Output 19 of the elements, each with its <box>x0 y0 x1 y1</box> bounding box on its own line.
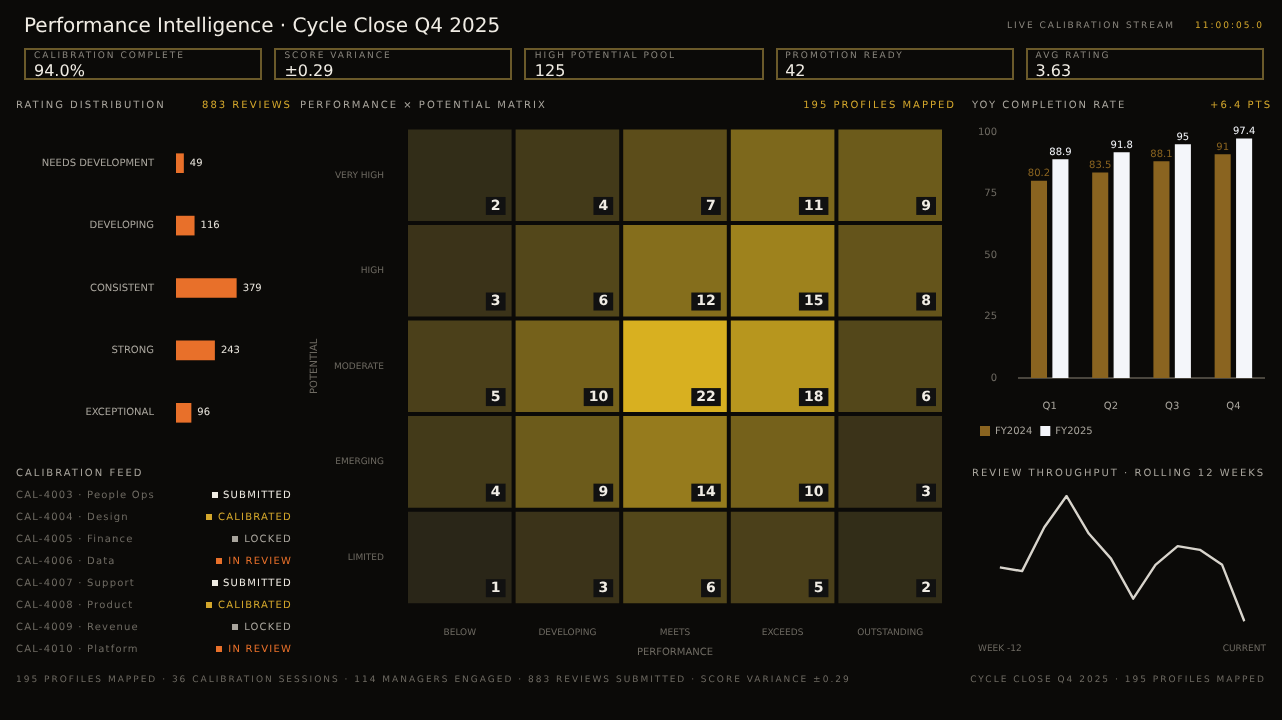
text: ±0.29 <box>284 62 336 80</box>
bar <box>1236 138 1253 378</box>
bar <box>1113 152 1130 378</box>
bar <box>176 153 184 174</box>
bar <box>176 215 195 236</box>
text: Performance Intelligence · Cycle Close Q4 2025 <box>24 16 501 38</box>
bar <box>1052 159 1069 378</box>
text: 94.0% <box>34 62 87 80</box>
text: 3.63 <box>1035 62 1074 80</box>
bar <box>1174 144 1191 378</box>
bar <box>176 402 192 423</box>
text: 42 <box>785 62 808 80</box>
bar <box>1214 154 1231 378</box>
bar <box>1092 172 1109 378</box>
bar <box>176 340 215 361</box>
bar <box>176 278 237 298</box>
text: 125 <box>534 62 568 80</box>
bar <box>1030 180 1048 378</box>
bar <box>1153 161 1170 378</box>
